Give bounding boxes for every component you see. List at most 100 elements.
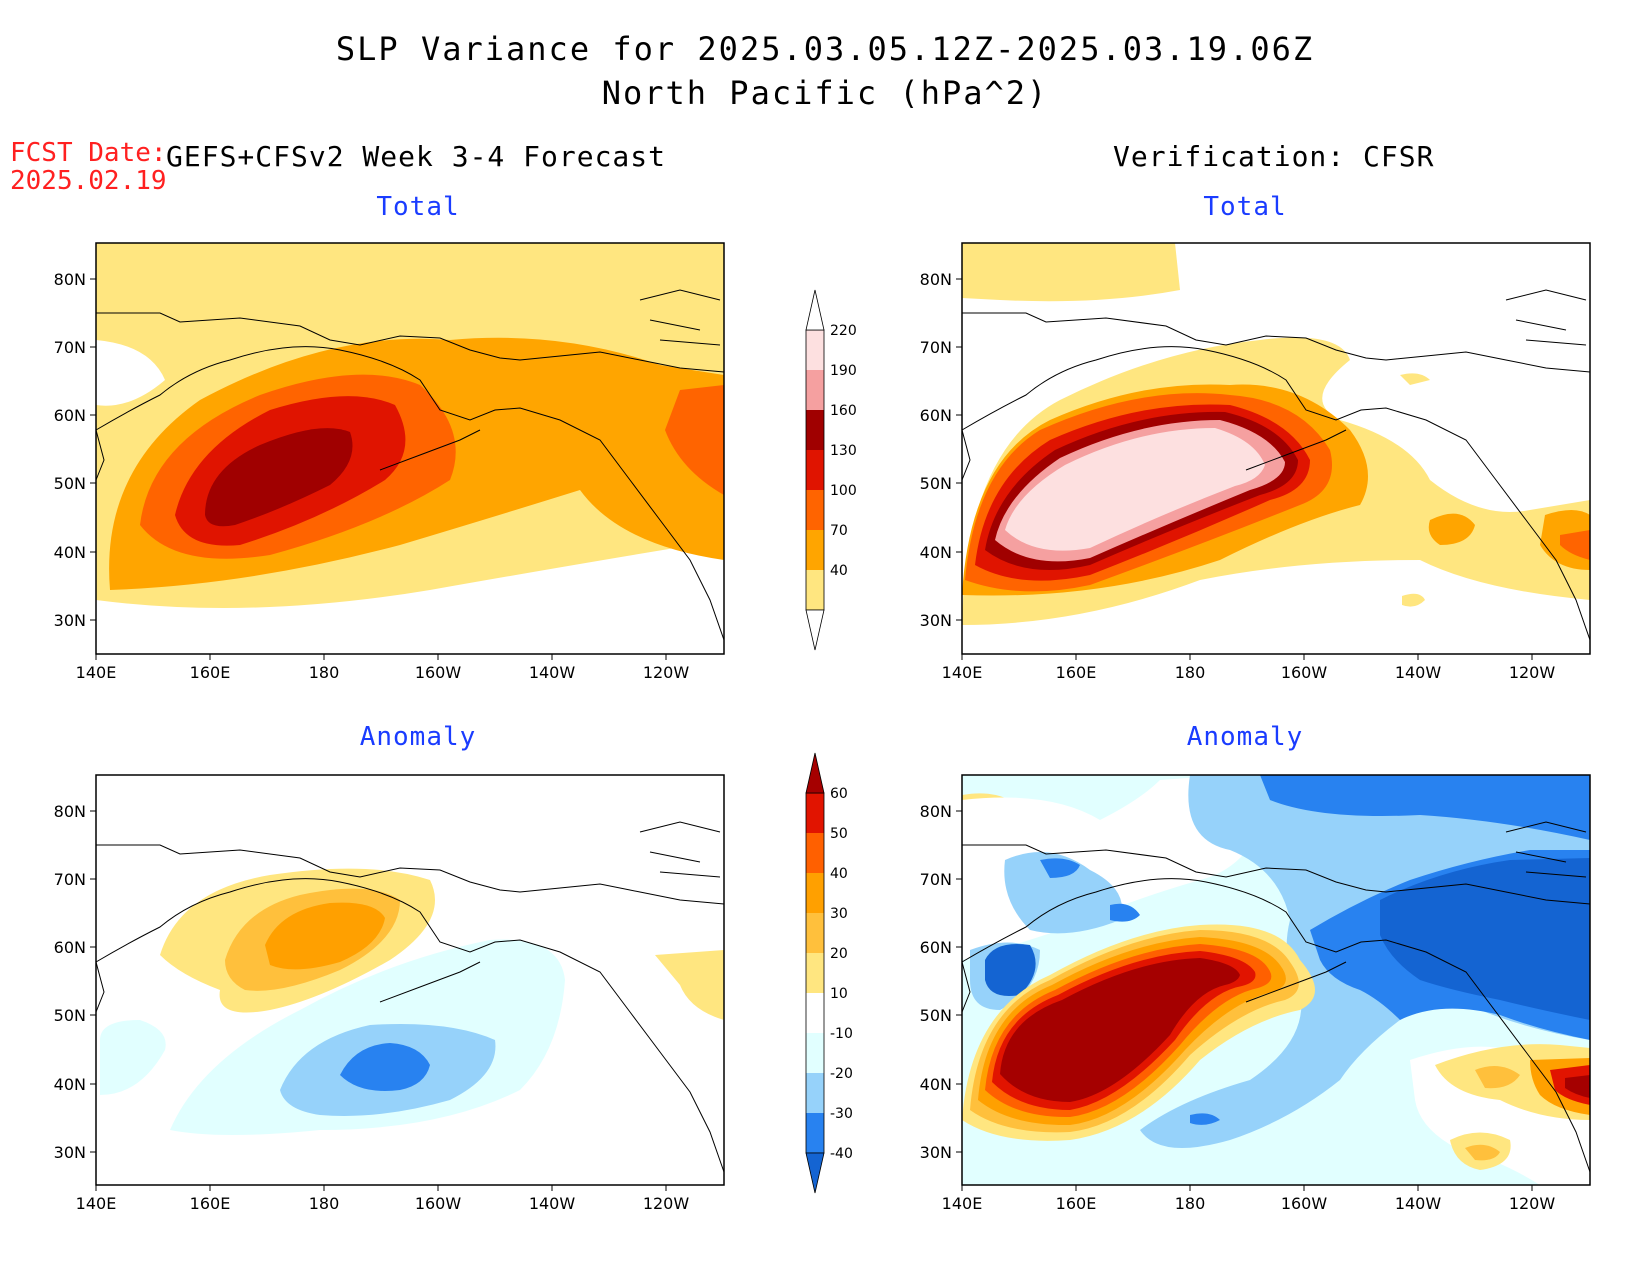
bottom-left-lat-label: 80N: [54, 802, 86, 821]
colorbar-level-label: -10: [830, 1026, 853, 1042]
top-left-lon-label: 160E: [190, 663, 231, 682]
top-right-lon-label: 160E: [1056, 663, 1097, 682]
bottom-right-lat-label: 60N: [920, 938, 952, 957]
bottom-left-lat-label: 60N: [54, 938, 86, 957]
bottom-right-panel-title: Anomaly: [1186, 722, 1304, 752]
top-right-lat-label: 60N: [920, 406, 952, 425]
bottom-right-lat-label: 50N: [920, 1006, 952, 1025]
right-column-heading: Verification: CFSR: [1113, 140, 1435, 173]
colorbar-swatch: [806, 913, 824, 953]
top-left-lon-label: 140W: [529, 663, 576, 682]
colorbar-level-label: 160: [830, 403, 857, 419]
bottom-right-lon-label: 140E: [942, 1194, 983, 1213]
bottom-left-lat-label: 50N: [54, 1006, 86, 1025]
colorbar-swatch: [806, 450, 824, 490]
anomaly-colorbar: -40 -30 -20 -10 10 20 30 40 50 60: [805, 752, 853, 1194]
bottom-left-lat-label: 70N: [54, 870, 86, 889]
colorbar-swatch: [806, 410, 824, 450]
top-left-lat-label: 40N: [54, 543, 86, 562]
top-left-lat-label: 60N: [54, 406, 86, 425]
top-left-lon-label: 140E: [76, 663, 117, 682]
bottom-left-lon-label: 160W: [415, 1194, 462, 1213]
bottom-left-lon-label: 160E: [190, 1194, 231, 1213]
bottom-left-panel-title: Anomaly: [359, 722, 477, 752]
colorbar-swatch: [806, 1073, 824, 1113]
top-right-lat-label: 70N: [920, 338, 952, 357]
total-colorbar: 40 70 100 130 160 190 220: [805, 289, 857, 651]
top-right-panel-title: Total: [1203, 192, 1287, 222]
bottom-left-lon-label: 120W: [643, 1194, 690, 1213]
colorbar-swatch: [806, 570, 824, 610]
top-right-lon-label: 180: [1175, 663, 1206, 682]
colorbar-level-label: 40: [830, 563, 848, 579]
bottom-right-lon-label: 140W: [1395, 1194, 1442, 1213]
colorbar-top-arrow: [805, 289, 825, 331]
top-left-panel-title: Total: [376, 192, 460, 222]
bottom-right-lat-label: 40N: [920, 1075, 952, 1094]
colorbar-swatch: [806, 793, 824, 833]
bottom-left-lat-label: 40N: [54, 1075, 86, 1094]
top-right-lon-label: 140W: [1395, 663, 1442, 682]
colorbar-level-label: -30: [830, 1106, 853, 1122]
bottom-left-lon-label: 140E: [76, 1194, 117, 1213]
colorbar-top-arrow: [805, 752, 825, 794]
bottom-left-lon-label: 140W: [529, 1194, 576, 1213]
verification-anomaly-map: [961, 774, 1591, 1186]
bottom-right-lat-label: 30N: [920, 1143, 952, 1162]
colorbar-level-label: 40: [830, 866, 848, 882]
colorbar-level-label: 60: [830, 786, 848, 802]
colorbar-level-label: 100: [830, 483, 857, 499]
colorbar-level-label: 10: [830, 986, 848, 1002]
forecast-date-value: 2025.02.19: [10, 166, 167, 196]
verification-total-map: [961, 242, 1591, 655]
colorbar-swatch: [806, 953, 824, 993]
bottom-right-lon-label: 120W: [1509, 1194, 1556, 1213]
bottom-left-lon-label: 180: [309, 1194, 340, 1213]
top-right-lon-label: 140E: [942, 663, 983, 682]
colorbar-bottom-arrow: [805, 609, 825, 651]
main-title: SLP Variance for 2025.03.05.12Z-2025.03.…: [335, 30, 1315, 68]
bottom-left-lat-label: 30N: [54, 1143, 86, 1162]
top-right-lat-label: 80N: [920, 270, 952, 289]
bottom-right-lon-label: 180: [1175, 1194, 1206, 1213]
colorbar-swatch: [806, 530, 824, 570]
colorbar-level-label: 190: [830, 363, 857, 379]
top-right-lat-label: 30N: [920, 611, 952, 630]
top-right-lat-label: 50N: [920, 474, 952, 493]
axis-labels: 80N 70N 60N 50N 40N 30N 140E 160E 180 160W 140W 120…: [54, 270, 1556, 1213]
colorbar-level-label: -20: [830, 1066, 853, 1082]
top-right-lon-label: 160W: [1281, 663, 1328, 682]
top-left-lat-label: 30N: [54, 611, 86, 630]
forecast-date-label: FCST Date:: [10, 138, 167, 168]
colorbar-bottom-arrow: [805, 1152, 825, 1194]
top-left-lat-label: 70N: [54, 338, 86, 357]
forecast-total-map: [95, 242, 725, 655]
top-right-lon-label: 120W: [1509, 663, 1556, 682]
top-left-lon-label: 120W: [643, 663, 690, 682]
left-column-heading: GEFS+CFSv2 Week 3-4 Forecast: [166, 140, 667, 173]
bottom-right-lon-label: 160W: [1281, 1194, 1328, 1213]
colorbar-level-label: 20: [830, 946, 848, 962]
colorbar-swatch: [806, 1113, 824, 1153]
colorbar-level-label: 220: [830, 323, 857, 339]
top-left-lat-label: 80N: [54, 270, 86, 289]
top-right-lat-label: 40N: [920, 543, 952, 562]
colorbar-level-label: 50: [830, 826, 848, 842]
colorbar-level-label: 30: [830, 906, 848, 922]
colorbar-swatch: [806, 993, 824, 1033]
colorbar-level-label: 130: [830, 443, 857, 459]
colorbar-swatch: [806, 490, 824, 530]
top-left-lon-label: 180: [309, 663, 340, 682]
colorbar-level-label: -40: [830, 1146, 853, 1162]
top-left-lat-label: 50N: [54, 474, 86, 493]
colorbar-swatch: [806, 330, 824, 370]
bottom-right-lat-label: 80N: [920, 802, 952, 821]
top-left-lon-label: 160W: [415, 663, 462, 682]
colorbar-swatch: [806, 833, 824, 873]
colorbar-swatch: [806, 1033, 824, 1073]
forecast-anomaly-map: [95, 774, 725, 1186]
bottom-right-lat-label: 70N: [920, 870, 952, 889]
colorbar-swatch: [806, 873, 824, 913]
bottom-right-lon-label: 160E: [1056, 1194, 1097, 1213]
